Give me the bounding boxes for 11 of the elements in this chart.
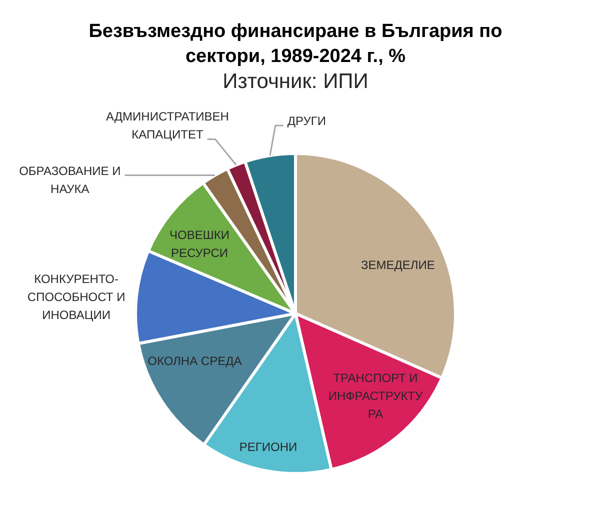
slice-label: РЕГИОНИ [239, 440, 298, 454]
text: Източник: ИПИ [222, 70, 368, 93]
slice-label: ЧОВЕШКИ РЕСУРСИ [170, 228, 230, 260]
slice-label: КОНКУРЕНТО-СПОСОБНОСТ И ИНОВАЦИИ [27, 272, 126, 322]
slice-label: ТРАНСПОРТ И ИНФРАСТРУКТУРА [328, 371, 424, 422]
slice-label: ДРУГИ [287, 114, 326, 128]
chart-title: Безвъзмездно финансиране в България по сектори, 1989-2024 г., % [88, 21, 502, 68]
slice-label: АДМИНИСТРАТИВЕН КАПАЦИТЕТ [106, 110, 229, 142]
slice-label: ЗЕМЕДЕЛИЕ [360, 258, 435, 272]
slice-label: ОБРАЗОВАНИЕ И НАУКА [19, 164, 121, 196]
slice-label: ОКОЛНА СРЕДА [148, 354, 242, 368]
